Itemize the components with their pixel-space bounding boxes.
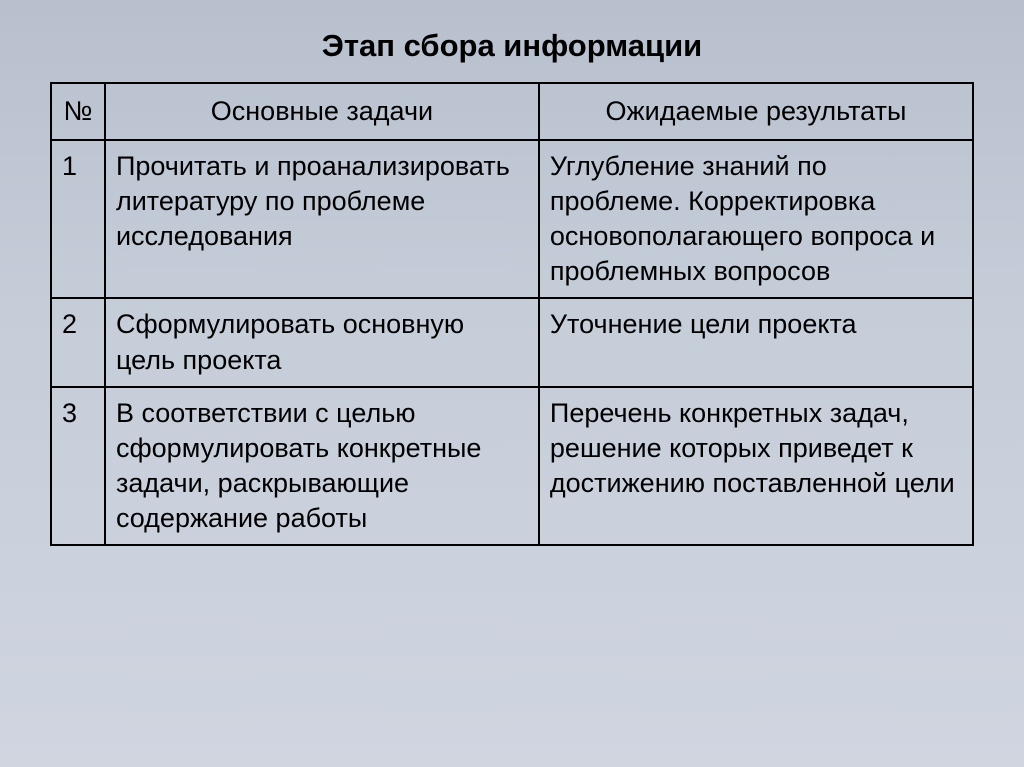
header-num: №	[51, 83, 105, 140]
cell-result: Углубление знаний по проблеме. Корректир…	[539, 140, 973, 298]
header-results: Ожидаемые результаты	[539, 83, 973, 140]
page-title: Этап сбора информации	[50, 28, 974, 64]
cell-num: 2	[51, 298, 105, 386]
cell-task: Сформулировать основную цель проекта	[105, 298, 539, 386]
cell-result: Уточнение цели проекта	[539, 298, 973, 386]
cell-num: 3	[51, 387, 105, 545]
cell-task: В соответствии с целью сформулировать ко…	[105, 387, 539, 545]
cell-num: 1	[51, 140, 105, 298]
cell-result: Перечень конкретных задач, решение котор…	[539, 387, 973, 545]
info-table: № Основные задачи Ожидаемые результаты 1…	[50, 82, 974, 546]
header-tasks: Основные задачи	[105, 83, 539, 140]
table-row: 2 Сформулировать основную цель проекта У…	[51, 298, 973, 386]
table-row: 3 В соответствии с целью сформулировать …	[51, 387, 973, 545]
table-header-row: № Основные задачи Ожидаемые результаты	[51, 83, 973, 140]
cell-task: Прочитать и проанализировать литературу …	[105, 140, 539, 298]
table-row: 1 Прочитать и проанализировать литератур…	[51, 140, 973, 298]
